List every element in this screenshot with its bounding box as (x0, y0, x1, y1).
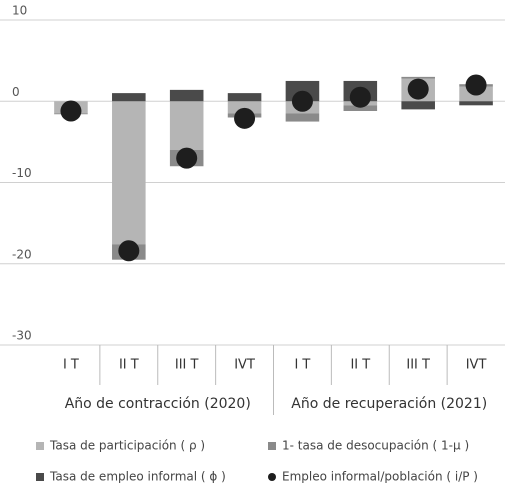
y-tick-label: -30 (12, 329, 32, 343)
legend-label: Tasa de participación ( ρ ) (49, 439, 205, 453)
x-tick-label: III T (175, 358, 199, 373)
bar-segment (343, 105, 378, 111)
dot (234, 107, 256, 129)
bar-segment (285, 113, 320, 122)
legend-swatch (268, 442, 276, 450)
x-tick-label: IVT (466, 358, 487, 373)
dot (60, 100, 82, 122)
x-tick-label: IVT (234, 358, 255, 373)
dot (176, 147, 198, 169)
bar-segment (401, 76, 435, 79)
legend-label: Tasa de empleo informal ( ϕ ) (49, 470, 226, 484)
x-tick-label: III T (406, 358, 430, 373)
dot (118, 240, 140, 262)
bar-segment (227, 93, 262, 102)
dot (465, 74, 487, 96)
bar-segment (112, 93, 146, 102)
x-tick-label: I T (63, 358, 79, 373)
dot (349, 86, 371, 108)
group-label: Año de contracción (2020) (65, 396, 251, 412)
bar-segment (169, 89, 204, 102)
y-tick-label: -10 (12, 166, 32, 180)
legend-swatch (36, 442, 44, 450)
legend-label: 1- tasa de desocupación ( 1-μ ) (282, 439, 469, 453)
bar-segment (169, 101, 204, 150)
bar-segment (112, 101, 146, 245)
dot (407, 78, 429, 100)
legend-swatch (36, 473, 44, 481)
legend-swatch (268, 473, 276, 481)
x-tick-label: II T (350, 358, 370, 373)
group-label: Año de recuperación (2021) (291, 396, 487, 412)
y-tick-label: 0 (12, 85, 20, 99)
bar-segment (227, 101, 262, 114)
y-tick-label: -20 (12, 247, 32, 261)
y-tick-label: 10 (12, 4, 27, 18)
x-tick-label: II T (119, 358, 139, 373)
dot (291, 90, 313, 112)
legend-label: Empleo informal/población ( i/P ) (282, 470, 478, 484)
x-tick-label: I T (294, 358, 310, 373)
bar-segment (459, 101, 493, 106)
bar-segment (401, 101, 435, 110)
